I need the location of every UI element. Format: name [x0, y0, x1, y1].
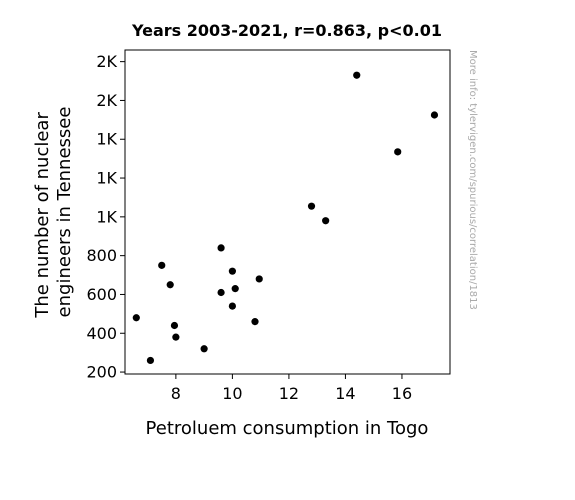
x-axis-label: Petroluem consumption in Togo — [146, 418, 429, 439]
data-point — [200, 345, 208, 353]
y-axis-label: The number of nuclear engineers in Tenne… — [32, 106, 75, 318]
data-point — [430, 111, 439, 119]
data-point — [146, 356, 155, 365]
x-axis: 8 10 12 14 16 — [171, 374, 412, 403]
data-point — [322, 217, 330, 225]
y-tick-label: 1K — [96, 207, 117, 226]
data-point — [255, 275, 263, 283]
y-tick-label: 600 — [86, 285, 117, 304]
data-point — [166, 281, 174, 289]
data-point — [132, 314, 140, 322]
data-point — [251, 318, 259, 326]
data-point — [307, 202, 316, 210]
data-points — [132, 71, 439, 365]
y-axis-label-line-1: The number of nuclear — [32, 112, 53, 319]
watermark: More info: tylervigen.com/spurious/corre… — [467, 50, 478, 310]
chart-title: Years 2003-2021, r=0.863, p<0.01 — [131, 21, 442, 40]
x-tick-label: 16 — [392, 384, 412, 403]
data-point — [217, 288, 225, 297]
x-tick-label: 12 — [279, 384, 299, 403]
y-tick-label: 1K — [96, 130, 117, 149]
data-point — [228, 267, 236, 275]
data-point — [172, 333, 180, 341]
y-tick-label: 800 — [86, 246, 117, 265]
data-point — [231, 285, 239, 293]
data-point — [217, 244, 225, 252]
x-tick-label: 8 — [171, 384, 181, 403]
data-point — [394, 148, 402, 156]
y-tick-label: 2K — [96, 91, 117, 110]
y-axis-label-line-2: engineers in Tennessee — [54, 107, 75, 318]
data-point — [158, 261, 166, 269]
data-point — [170, 321, 179, 330]
plot-area — [124, 49, 451, 375]
data-point — [228, 302, 236, 310]
y-tick-label: 400 — [86, 324, 117, 343]
y-axis: 200 400 600 800 1K 1K 1K 2K 2K — [86, 52, 125, 382]
data-point — [353, 71, 361, 79]
x-tick-label: 14 — [335, 384, 355, 403]
y-tick-label: 200 — [86, 363, 117, 382]
y-tick-label: 1K — [96, 169, 117, 188]
x-tick-label: 10 — [222, 384, 242, 403]
y-tick-label: 2K — [96, 52, 117, 71]
